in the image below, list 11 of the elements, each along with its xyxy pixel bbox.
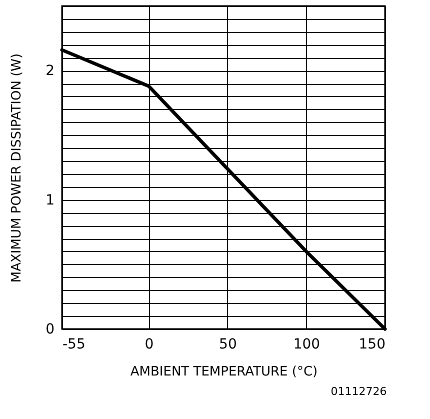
- x-tick-label: 150: [358, 336, 386, 352]
- x-tick-label: 100: [293, 336, 320, 352]
- y-tick-label: 1: [46, 192, 54, 208]
- x-tick-label: 50: [219, 336, 237, 352]
- x-tick-label: -55: [62, 336, 86, 352]
- x-axis-title: AMBIENT TEMPERATURE (°C): [130, 364, 318, 380]
- x-tick-label: 0: [144, 336, 154, 352]
- y-tick-label: 2: [46, 63, 54, 80]
- y-axis-title: MAXIMUM POWER DISSIPATION (W): [10, 53, 25, 283]
- y-tick-label: 0: [46, 322, 54, 338]
- text: 01112726: [330, 385, 387, 398]
